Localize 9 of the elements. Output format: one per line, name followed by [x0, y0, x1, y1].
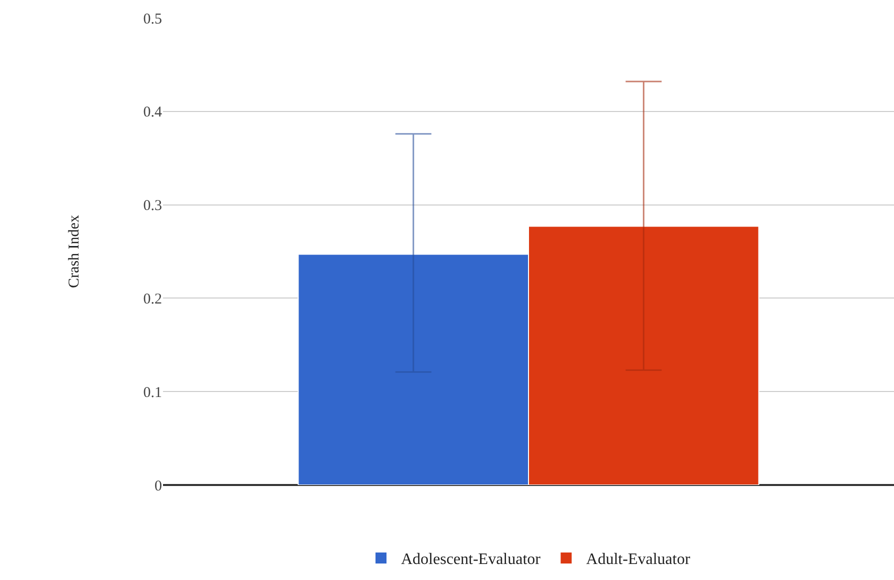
y-tick-label: 0.3: [143, 198, 162, 214]
legend-label: Adolescent-Evaluator: [401, 551, 542, 568]
y-tick-label: 0.1: [143, 384, 162, 401]
y-tick-label: 0.4: [143, 104, 162, 121]
legend-label: Adult-Evaluator: [586, 551, 691, 568]
y-tick-label: 0: [154, 478, 162, 494]
y-tick-label: 0.5: [143, 11, 162, 28]
y-tick-label: 0.2: [143, 291, 162, 308]
y-axis-title: Crash Index: [66, 214, 82, 288]
